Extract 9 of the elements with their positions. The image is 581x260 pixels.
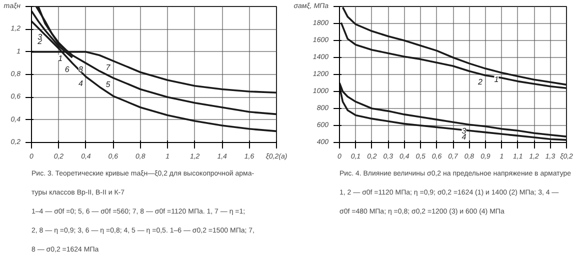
annotation: 6 xyxy=(64,65,70,74)
annotation: 1 xyxy=(58,54,63,63)
annotation: 7 xyxy=(106,62,111,72)
annotation: 4 xyxy=(462,132,467,142)
annotation: 5 xyxy=(106,80,111,89)
annotation: 8 xyxy=(78,65,84,74)
annotation: 2 xyxy=(476,77,483,86)
annotation: 4 xyxy=(78,78,84,88)
annotation: 1 xyxy=(494,74,499,84)
